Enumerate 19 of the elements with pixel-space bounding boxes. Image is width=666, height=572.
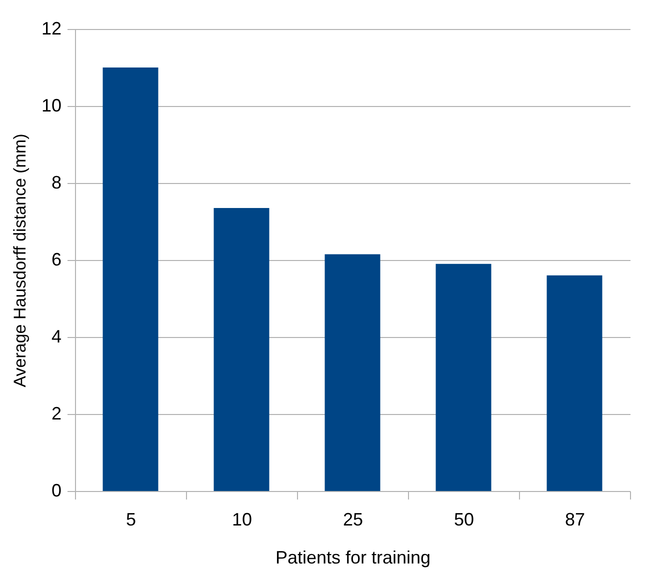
y-axis-title: Average Hausdorff distance (mm) — [10, 134, 30, 388]
x-axis-title: Patients for training — [275, 548, 431, 568]
y-tick-label: 0 — [51, 480, 62, 500]
x-tick-label: 87 — [564, 510, 586, 530]
bar — [214, 208, 270, 491]
bar — [436, 264, 492, 491]
y-tick-label: 6 — [51, 250, 62, 270]
bar — [102, 68, 158, 491]
y-tick-label: 2 — [51, 404, 62, 424]
x-tick-label: 10 — [232, 510, 252, 530]
y-tick-label: 8 — [51, 172, 62, 192]
x-tick-label: 25 — [342, 510, 364, 530]
x-tick-label: 50 — [454, 510, 474, 530]
bar — [324, 254, 380, 491]
bar — [546, 275, 602, 491]
y-tick-label: 12 — [41, 18, 62, 38]
y-tick-label: 10 — [41, 96, 62, 116]
y-tick-label: 4 — [51, 326, 62, 346]
x-tick-label: 5 — [126, 510, 136, 530]
